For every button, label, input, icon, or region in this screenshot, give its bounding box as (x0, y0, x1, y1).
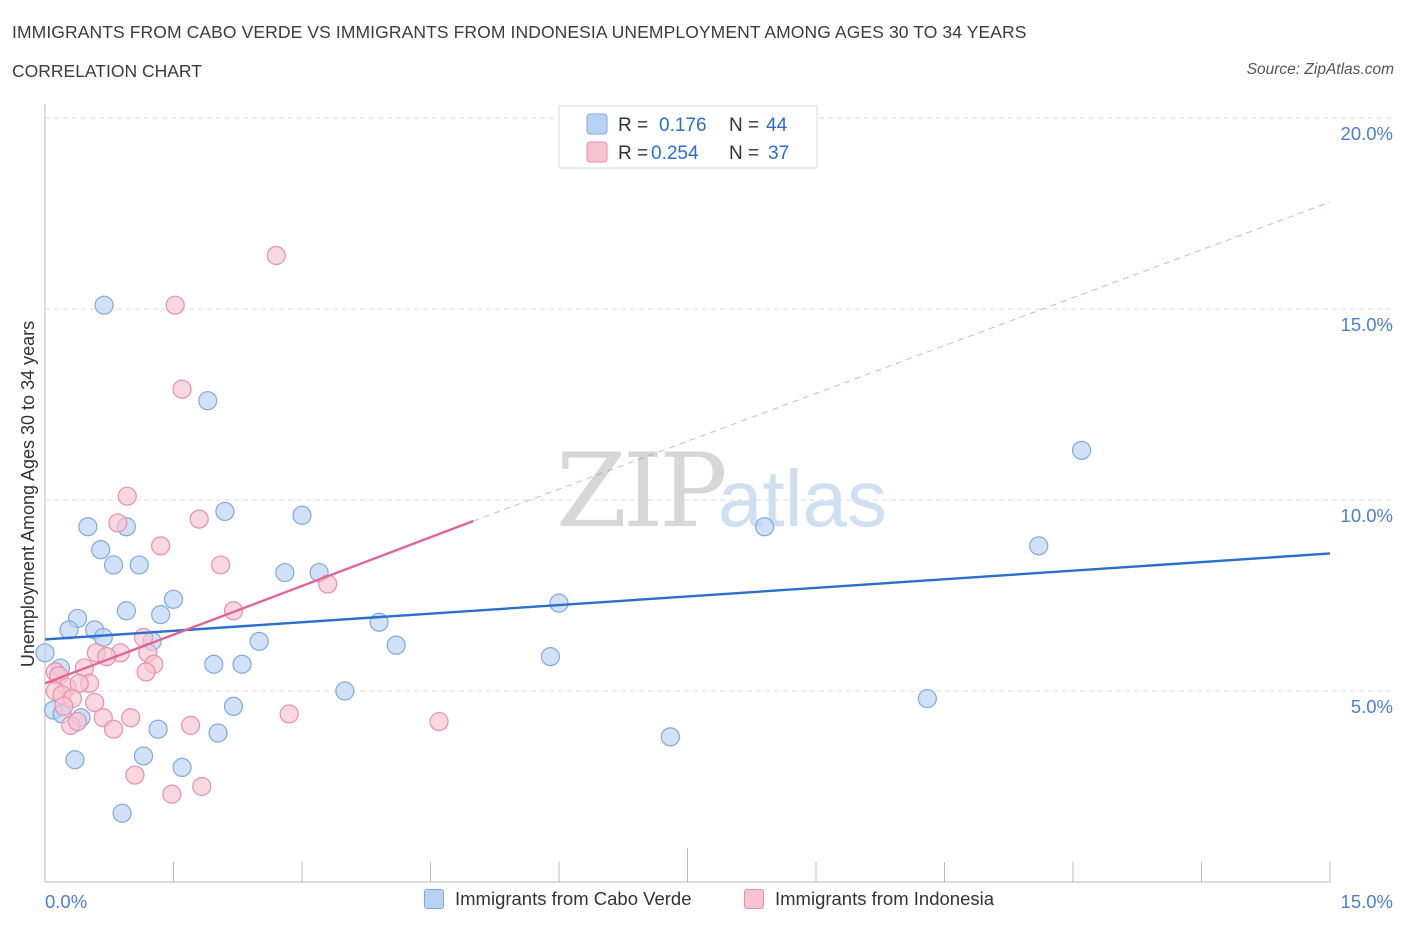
point-indonesia-34 (181, 715, 201, 735)
point-cabo-verde-27 (540, 647, 561, 667)
point-cabo-verde-31 (335, 681, 355, 701)
legend-r-value-2: 0.254 (651, 143, 699, 164)
x-tick-label-1: 15.0% (1341, 891, 1393, 912)
point-cabo-verde-32 (917, 689, 937, 709)
point-cabo-verde-6 (292, 505, 312, 525)
legend-label-cabo-verde: Immigrants from Cabo Verde (455, 888, 692, 909)
point-indonesia-27 (54, 696, 74, 716)
legend-label-indonesia: Immigrants from Indonesia (775, 888, 995, 909)
chart-subtitle: CORRELATION CHART (12, 61, 202, 81)
legend-top: R = 0.176 N = 44 R = 0.254 N = 37 (558, 105, 818, 169)
point-cabo-verde-33 (223, 696, 244, 716)
legend-n-label-2: N = (729, 143, 759, 164)
y-tick-label-2: 15.0% (1341, 314, 1393, 335)
point-indonesia-4 (108, 513, 128, 533)
point-indonesia-33 (67, 711, 88, 732)
point-cabo-verde-37 (148, 719, 168, 739)
watermark-atlas: atlas (718, 454, 887, 543)
point-cabo-verde-43 (112, 803, 132, 823)
series-cabo-verde-points (35, 295, 1092, 823)
legend-item-cabo-verde: Immigrants from Cabo Verde (424, 888, 691, 910)
point-cabo-verde-15 (549, 593, 569, 613)
point-cabo-verde-14 (163, 589, 184, 609)
point-indonesia-0 (266, 245, 286, 266)
grid-lines (45, 117, 1392, 692)
point-indonesia-37 (192, 776, 212, 797)
point-cabo-verde-2 (1071, 440, 1092, 460)
point-cabo-verde-25 (386, 635, 406, 655)
point-cabo-verde-12 (275, 562, 295, 583)
point-indonesia-7 (211, 555, 231, 575)
point-cabo-verde-9 (91, 540, 111, 560)
legend-n-value-2: 37 (768, 143, 789, 164)
axes (44, 104, 1331, 883)
point-indonesia-1 (165, 295, 185, 315)
point-cabo-verde-20 (59, 620, 79, 640)
legend-swatch-indonesia (744, 889, 764, 909)
point-cabo-verde-28 (204, 654, 224, 674)
y-tick-label-0: 5.0% (1351, 696, 1393, 717)
point-indonesia-38 (162, 784, 182, 804)
y-tick-label-3: 20.0% (1341, 123, 1393, 144)
legend-swatch-cabo-verde (586, 113, 608, 135)
point-cabo-verde-10 (103, 555, 124, 575)
point-indonesia-35 (103, 719, 124, 739)
x-tick-labels: 0.0% 15.0% (45, 891, 1393, 912)
trendline-indonesia (44, 519, 474, 685)
point-cabo-verde-17 (151, 604, 171, 625)
point-indonesia-32 (429, 711, 449, 732)
point-indonesia-2 (172, 379, 192, 399)
legend-n-label-1: N = (729, 115, 759, 136)
legend-r-label-1: R = (618, 115, 648, 136)
point-indonesia-5 (189, 509, 209, 529)
point-cabo-verde-38 (208, 723, 228, 743)
trendline-cabo-verde (44, 552, 1331, 641)
point-cabo-verde-40 (133, 746, 154, 766)
point-cabo-verde-11 (129, 555, 149, 575)
series-indonesia-points (45, 245, 449, 804)
point-cabo-verde-16 (116, 601, 136, 621)
y-tick-labels: 5.0% 10.0% 15.0% 20.0% (1341, 123, 1393, 717)
legend-bottom: Immigrants from Cabo Verde Immigrants fr… (0, 888, 1406, 918)
point-indonesia-36 (125, 765, 145, 785)
point-cabo-verde-39 (660, 727, 680, 747)
trendlines (44, 201, 1331, 685)
legend-swatch-cabo-verde (424, 889, 444, 909)
point-cabo-verde-5 (215, 501, 235, 522)
legend-n-value-1: 44 (766, 115, 788, 136)
trendline-extension-indonesia (473, 201, 1331, 522)
point-indonesia-26 (85, 692, 105, 713)
y-axis-label: Unemployment Among Ages 30 to 34 years (18, 321, 38, 667)
legend-r-value-1: 0.176 (659, 115, 707, 136)
legend-item-indonesia: Immigrants from Indonesia (744, 888, 994, 910)
point-cabo-verde-0 (94, 295, 114, 315)
point-cabo-verde-29 (232, 654, 252, 674)
x-tick-label-0: 0.0% (45, 891, 87, 912)
point-indonesia-6 (151, 536, 171, 556)
point-indonesia-28 (279, 704, 299, 724)
point-indonesia-30 (121, 708, 141, 728)
source-credit: Source: ZipAtlas.com (1246, 61, 1394, 78)
point-cabo-verde-3 (78, 517, 98, 537)
watermark-zip: ZIP (556, 432, 724, 551)
point-indonesia-16 (136, 662, 156, 682)
point-cabo-verde-7 (754, 517, 775, 537)
point-cabo-verde-41 (65, 750, 85, 770)
legend-r-label-2: R = (618, 143, 648, 164)
point-cabo-verde-24 (249, 631, 269, 651)
point-cabo-verde-42 (172, 757, 192, 778)
point-cabo-verde-1 (198, 391, 218, 411)
legend-swatch-indonesia (586, 141, 608, 163)
watermark: ZIP atlas (556, 432, 887, 551)
point-cabo-verde-26 (35, 643, 55, 663)
point-cabo-verde-8 (1029, 536, 1049, 556)
y-tick-label-1: 10.0% (1341, 505, 1393, 526)
point-indonesia-3 (117, 486, 137, 506)
chart-title: IMMIGRANTS FROM CABO VERDE VS IMMIGRANTS… (12, 22, 1027, 42)
